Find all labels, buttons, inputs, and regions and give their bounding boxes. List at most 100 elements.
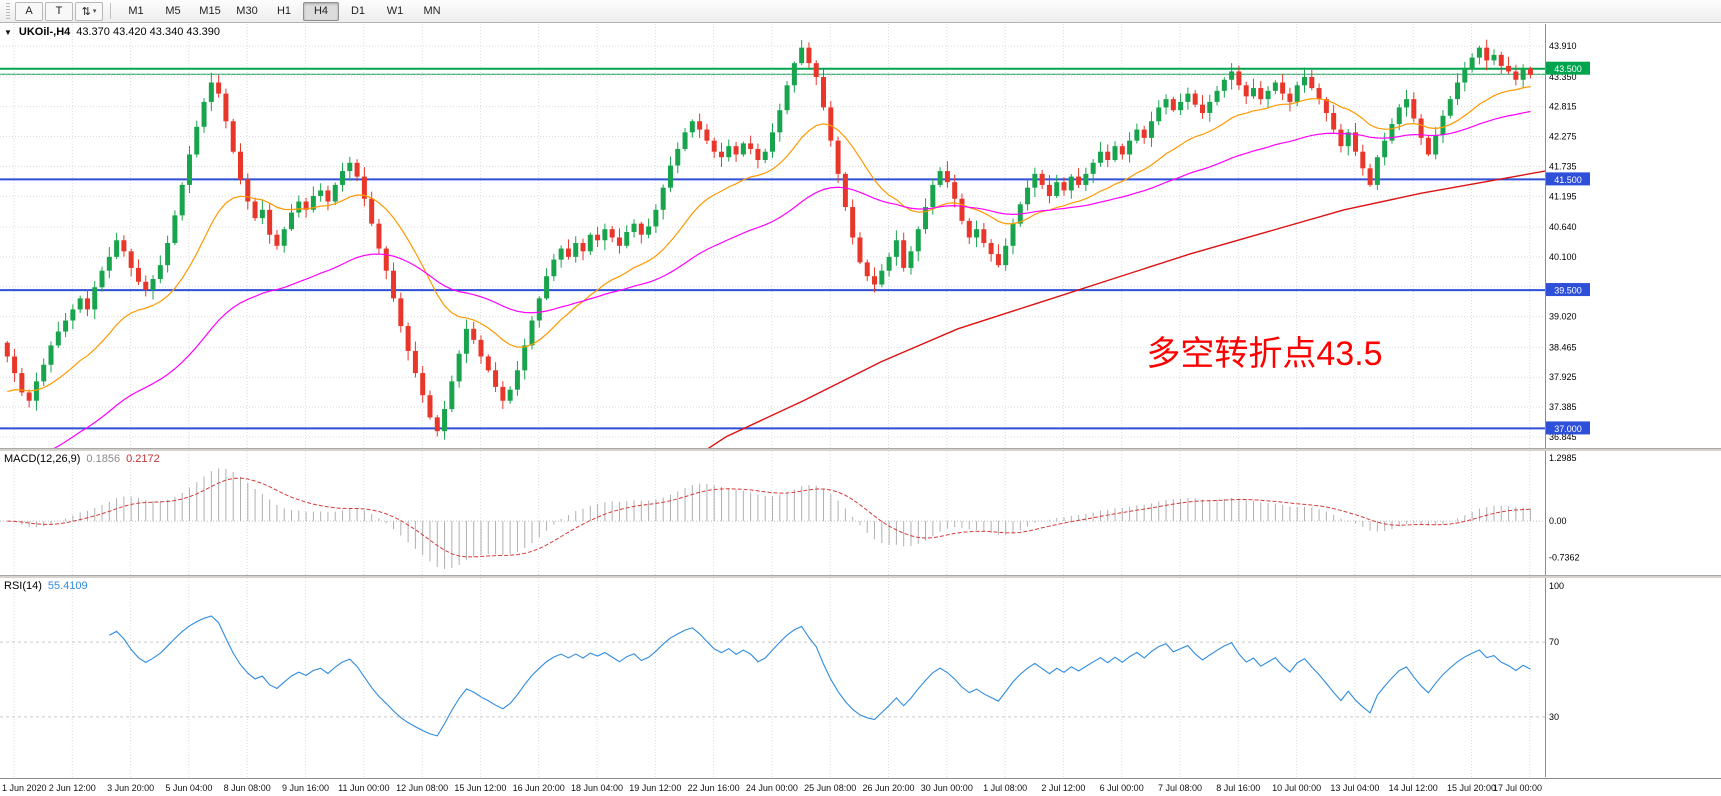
price-label: 37.385 <box>1549 402 1577 412</box>
ma-fast-line <box>7 85 1531 393</box>
price-label: 40.100 <box>1549 252 1577 262</box>
timeframe-button-m30[interactable]: M30 <box>236 5 258 17</box>
rsi-line <box>109 615 1531 737</box>
text-tool-button[interactable]: T <box>45 1 73 21</box>
symbol-period-label: UKOil-,H4 <box>18 26 71 38</box>
time-label: 1 Jun 2020 <box>2 783 47 793</box>
price-line-badge-label: 39.500 <box>1554 286 1582 296</box>
chart-grid <box>0 24 1545 448</box>
time-label: 5 Jun 04:00 <box>165 783 213 793</box>
price-label: 39.020 <box>1549 312 1577 322</box>
time-label: 15 Jun 12:00 <box>454 783 507 793</box>
macd-histogram <box>14 468 1531 569</box>
macd-axis-label: 1.2985 <box>1549 453 1577 463</box>
cycle-symbols-button[interactable]: ⇅ ▾ <box>75 1 103 21</box>
chart-header: ▼ UKOil-,H4 43.370 43.420 43.340 43.390 <box>4 26 220 38</box>
candles <box>4 39 1533 440</box>
rsi-panel[interactable]: 100 70 30 RSI(14) 55.4109 <box>0 578 1721 777</box>
ma-slow-line <box>707 170 1545 448</box>
price-line-badge-label: 43.500 <box>1554 64 1582 74</box>
macd-header: MACD(12,26,9) 0.1856 0.2172 <box>4 453 160 465</box>
price-line-badge-label: 37.000 <box>1554 424 1582 434</box>
main-chart-panel[interactable]: 多空转折点43.5 43.910 43.350 42.815 42.275 41.735 4… <box>0 24 1721 448</box>
macd-axis-label: 0.00 <box>1549 516 1567 526</box>
time-label: 17 Jul 00:00 <box>1492 783 1542 793</box>
timeframe-button-mn[interactable]: MN <box>423 5 441 17</box>
toolbar-separator <box>110 3 111 19</box>
time-label: 6 Jul 00:00 <box>1099 783 1144 793</box>
time-label: 1 Jul 08:00 <box>983 783 1028 793</box>
time-label: 3 Jun 20:00 <box>107 783 155 793</box>
time-label: 19 Jun 12:00 <box>629 783 682 793</box>
timeframe-button-h1[interactable]: H1 <box>276 5 292 17</box>
macd-axis-label: -0.7362 <box>1549 553 1580 563</box>
macd-value-signal: 0.2172 <box>126 453 160 465</box>
rsi-axis-label: 70 <box>1549 637 1559 647</box>
time-label: 2 Jul 12:00 <box>1041 783 1086 793</box>
macd-value-main: 0.1856 <box>86 453 121 465</box>
time-label: 10 Jul 00:00 <box>1272 783 1322 793</box>
timeframe-button-m15[interactable]: M15 <box>199 5 221 17</box>
price-label: 43.350 <box>1549 72 1577 82</box>
time-label: 26 Jun 20:00 <box>862 783 915 793</box>
timeframe-button-m5[interactable]: M5 <box>165 5 181 17</box>
time-label: 8 Jul 16:00 <box>1216 783 1261 793</box>
time-label: 7 Jul 08:00 <box>1157 783 1203 793</box>
time-label: 13 Jul 04:00 <box>1330 783 1380 793</box>
time-label: 12 Jun 08:00 <box>396 783 449 793</box>
price-label: 38.465 <box>1549 342 1577 352</box>
time-label: 16 Jun 20:00 <box>512 783 565 793</box>
toolbar-grip[interactable] <box>6 3 10 19</box>
time-label: 2 Jun 12:00 <box>48 783 96 793</box>
price-label: 37.925 <box>1549 372 1577 382</box>
time-label: 25 Jun 08:00 <box>804 783 857 793</box>
price-scale[interactable] <box>1546 24 1721 778</box>
price-line-badge <box>1546 421 1590 435</box>
toolbar: A T ⇅ ▾ M1 M5 M15 M30 H1 H4 D1 W1 MN <box>0 0 1721 23</box>
toolbar-left-group: A T ⇅ ▾ <box>15 1 103 21</box>
price-label: 40.640 <box>1549 222 1577 232</box>
price-label: 43.910 <box>1549 41 1577 51</box>
price-label: 42.815 <box>1549 102 1577 112</box>
price-label: 42.275 <box>1549 131 1577 141</box>
price-line-badge <box>1546 283 1590 297</box>
time-label: 22 Jun 16:00 <box>687 783 740 793</box>
ohlc-values: 43.370 43.420 43.340 43.390 <box>76 26 221 38</box>
macd-signal-line <box>7 477 1531 558</box>
rsi-axis-label: 100 <box>1549 581 1564 591</box>
font-tool-button[interactable]: A <box>15 1 43 21</box>
price-label: 41.735 <box>1549 161 1577 171</box>
timeframe-button-h4[interactable]: H4 <box>303 1 339 21</box>
macd-panel[interactable]: 1.2985 0.00 -0.7362 MACD(12,26,9) 0.1856 0… <box>0 451 1721 575</box>
time-label: 30 Jun 00:00 <box>920 783 973 793</box>
time-label: 14 Jul 12:00 <box>1388 783 1438 793</box>
time-label: 9 Jun 16:00 <box>281 783 330 793</box>
time-label: 11 Jun 00:00 <box>338 783 390 793</box>
timeframe-toolbar: M1 M5 M15 M30 H1 H4 D1 W1 MN <box>118 1 450 21</box>
rsi-value: 55.4109 <box>47 580 88 592</box>
chart-collapse-icon[interactable]: ▼ <box>4 28 12 37</box>
price-label: 41.195 <box>1549 191 1577 201</box>
rsi-header: RSI(14) 55.4109 <box>4 580 88 592</box>
time-label: 18 Jun 04:00 <box>570 783 624 793</box>
horizontal-level-lines[interactable] <box>0 67 1545 430</box>
rsi-axis-label: 30 <box>1549 712 1559 722</box>
price-line-badge-label: 41.500 <box>1554 175 1582 185</box>
ma-medium-line <box>53 110 1531 448</box>
timeframe-button-m1[interactable]: M1 <box>128 5 144 17</box>
price-line-badge <box>1546 172 1590 186</box>
timeframe-button-w1[interactable]: W1 <box>386 5 404 17</box>
price-line-badge <box>1546 61 1590 75</box>
chart-annotation-text[interactable]: 多空转折点43.5 <box>1146 335 1382 373</box>
moving-averages <box>7 85 1545 448</box>
time-label: 15 Jul 20:00 <box>1446 783 1497 793</box>
price-label: 36.845 <box>1549 432 1577 442</box>
time-label: 24 Jun 00:00 <box>745 783 798 793</box>
time-scale[interactable]: 1 Jun 2020 2 Jun 12:00 3 Jun 20:00 5 Jun 04… <box>0 778 1721 796</box>
dropdown-caret-icon: ▾ <box>92 8 97 15</box>
macd-label: MACD(12,26,9) <box>4 453 81 465</box>
time-label: 8 Jun 08:00 <box>223 783 271 793</box>
timeframe-button-d1[interactable]: D1 <box>350 5 366 17</box>
rsi-label: RSI(14) <box>4 580 42 592</box>
